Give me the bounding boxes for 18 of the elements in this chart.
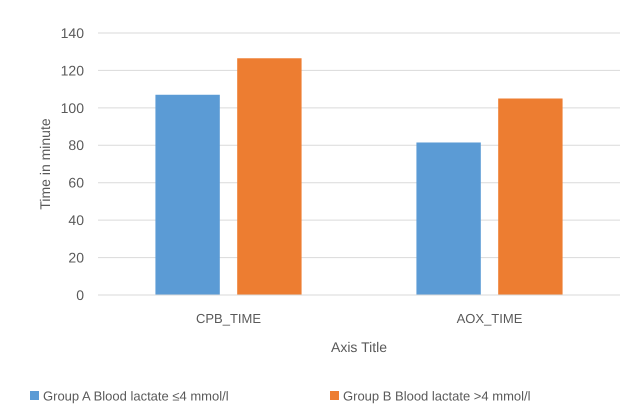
y-tick-label: 120 xyxy=(60,62,84,78)
x-tick-label: CPB_TIME xyxy=(196,311,262,326)
y-tick-label: 140 xyxy=(60,24,84,41)
y-tick-label: 80 xyxy=(68,137,84,154)
bar xyxy=(416,142,481,295)
legend-label: Group B Blood lactate >4 mmol/l xyxy=(343,388,531,404)
x-axis-title: Axis Title xyxy=(330,339,388,355)
x-tick-label: AOX_TIME xyxy=(456,311,523,326)
y-axis-title: Time in minute xyxy=(37,118,53,210)
legend-label: Group A Blood lactate ≤4 mmol/l xyxy=(43,388,229,404)
y-tick-label: 60 xyxy=(68,174,84,191)
bar xyxy=(498,98,563,295)
y-tick-label: 100 xyxy=(60,100,84,116)
y-tick-label: 0 xyxy=(76,286,84,303)
bar xyxy=(237,58,302,295)
y-tick-label: 20 xyxy=(68,249,84,266)
bar xyxy=(155,94,220,295)
y-tick-label: 40 xyxy=(68,212,84,228)
